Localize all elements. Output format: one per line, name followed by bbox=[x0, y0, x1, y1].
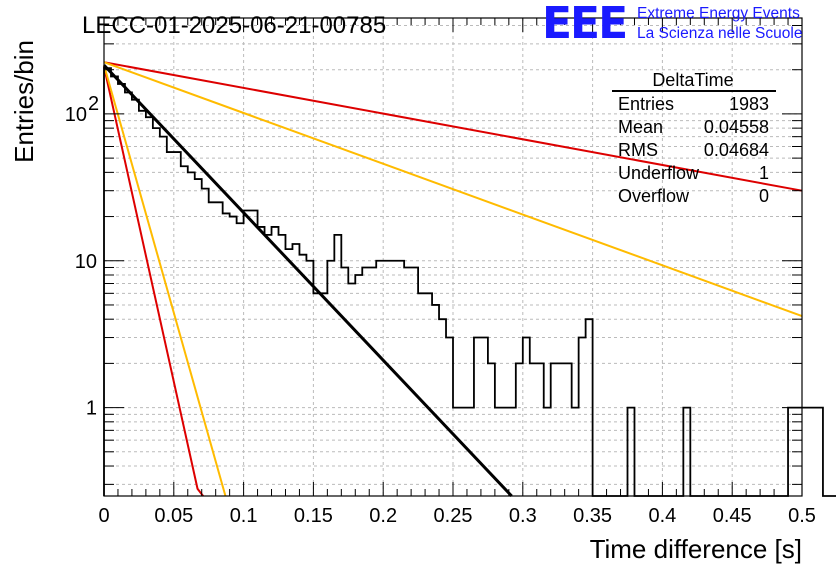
x-tick-label: 0 bbox=[98, 505, 109, 527]
x-tick-label: 0.45 bbox=[713, 505, 752, 527]
x-tick-label: 0.3 bbox=[509, 505, 537, 527]
y-tick-label: 10 bbox=[75, 251, 97, 273]
y-axis-title: Entries/bin bbox=[9, 40, 39, 163]
x-tick-label: 0.2 bbox=[369, 505, 397, 527]
stats-box: DeltaTime Entries 1983 Mean 0.04558 RMS … bbox=[612, 70, 776, 206]
logo-line-1: Extreme Energy Events bbox=[637, 5, 800, 22]
fit-curves bbox=[103, 61, 803, 497]
stats-title: DeltaTime bbox=[652, 70, 733, 90]
fit-line-path bbox=[102, 64, 513, 498]
y-tick-label: 10 bbox=[65, 104, 87, 126]
stats-value-underflow: 1 bbox=[759, 163, 769, 183]
x-tick-label: 0.15 bbox=[294, 505, 333, 527]
stats-label-rms: RMS bbox=[618, 140, 658, 160]
curve-line bbox=[103, 61, 803, 318]
y-tick-label: 1 bbox=[86, 398, 97, 420]
histogram-series bbox=[103, 67, 836, 497]
curve-line bbox=[103, 66, 204, 497]
stats-value-entries: 1983 bbox=[729, 94, 769, 114]
fit-line bbox=[102, 64, 513, 498]
eee-logo: EEE Extreme Energy Events La Scienza nel… bbox=[542, 0, 802, 49]
eee-logo-mark: EEE bbox=[542, 0, 626, 49]
logo-line-2: La Scienza nelle Scuole bbox=[637, 25, 802, 42]
stats-value-overflow: 0 bbox=[759, 186, 769, 206]
stats-value-mean: 0.04558 bbox=[704, 117, 769, 137]
histogram-title: LECC-01-2025-06-21-00785 bbox=[82, 12, 386, 39]
x-tick-label: 0.35 bbox=[573, 505, 612, 527]
stats-value-rms: 0.04684 bbox=[704, 140, 769, 160]
curve-line bbox=[103, 61, 803, 192]
stats-label-overflow: Overflow bbox=[618, 186, 690, 206]
x-tick-label: 0.1 bbox=[230, 505, 258, 527]
x-axis-title: Time difference [s] bbox=[590, 534, 802, 564]
x-tick-label: 0.5 bbox=[788, 505, 816, 527]
stats-label-entries: Entries bbox=[618, 94, 674, 114]
curve-line bbox=[103, 64, 227, 497]
x-tick-labels: 0 0.05 0.1 0.15 0.2 0.25 0.3 0.35 0.4 0.45 0.5 bbox=[98, 505, 815, 527]
axis-ticks bbox=[103, 18, 803, 496]
y-tick-exponent: 2 bbox=[88, 93, 99, 115]
stats-label-underflow: Underflow bbox=[618, 163, 700, 183]
x-tick-label: 0.05 bbox=[154, 505, 193, 527]
stats-label-mean: Mean bbox=[618, 117, 663, 137]
x-tick-label: 0.25 bbox=[434, 505, 473, 527]
x-tick-label: 0.4 bbox=[648, 505, 676, 527]
